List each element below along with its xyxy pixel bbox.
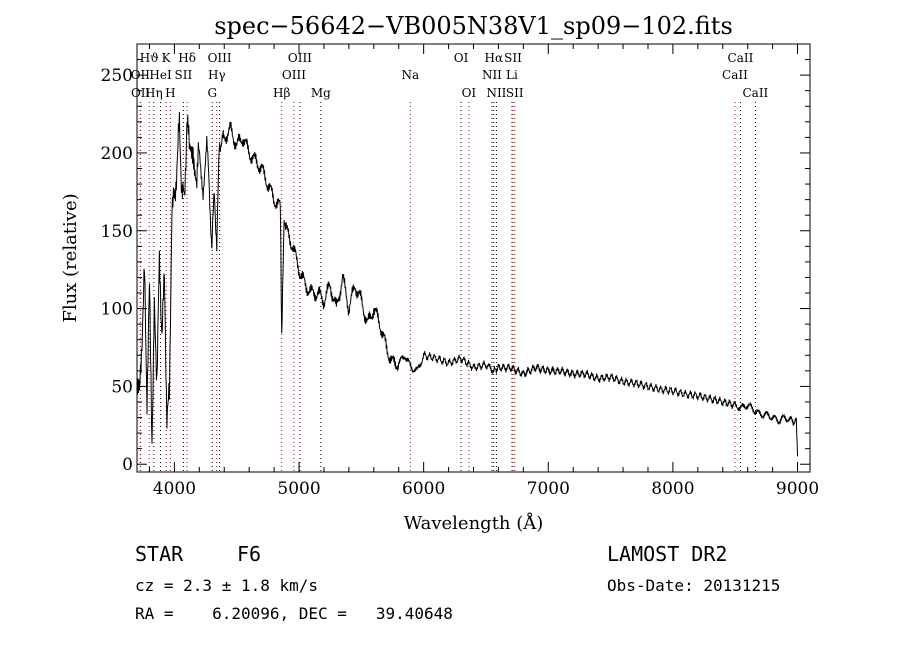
x-tick-label: 6000 [402,479,445,499]
line-label: H [165,86,175,100]
object-class: STAR [135,542,184,566]
sky-coordinates: RA = 6.20096, DEC = 39.40648 [135,604,453,623]
y-tick-label: 50 [111,377,133,397]
x-axis-label: Wavelength (Å) [404,512,544,534]
y-tick-label: 100 [101,300,133,320]
line-label: NII [486,86,506,100]
line-label: OIII [282,68,306,82]
x-tick-label: 5000 [277,479,320,499]
x-tick-label: 9000 [776,479,819,499]
observation-date: Obs-Date: 20131215 [607,576,781,595]
y-tick-label: 150 [101,222,133,242]
line-label: Na [401,68,419,82]
line-label: OII [131,86,151,100]
line-label: Hα [485,51,504,65]
x-tick-label: 4000 [153,479,196,499]
line-label: HeI [149,68,172,82]
line-label: K [162,51,172,65]
line-label: Hϑ [140,51,159,65]
plot-frame [136,43,811,473]
line-label: Mg [311,86,331,100]
y-tick-label: 200 [101,144,133,164]
line-label: OIII [288,51,312,65]
line-label: OI [462,86,477,100]
line-label: OIII [208,51,232,65]
redshift-velocity: cz = 2.3 ± 1.8 km/s [135,576,319,595]
line-label: Hγ [208,68,226,82]
line-label: SII [175,68,193,82]
x-tick-label: 7000 [527,479,570,499]
line-label: NII [482,68,502,82]
y-tick-label: 250 [101,66,133,86]
y-axis-label: Flux (relative) [60,193,81,322]
survey-name: LAMOST DR2 [607,542,728,566]
line-label: Hη [145,86,163,100]
chart-title: spec−56642−VB005N38V1_sp09−102.fits [214,12,733,40]
x-tick-label: 8000 [651,479,694,499]
line-label: CaII [722,68,748,82]
line-label: CaII [742,86,768,100]
spectrum-line [136,111,798,457]
line-label: G [207,86,217,100]
line-label: SII [504,51,522,65]
line-label: Hδ [178,51,196,65]
line-label: OI [454,51,469,65]
line-label: Li [506,68,518,82]
line-label: SII [506,86,524,100]
line-label: Hβ [273,86,290,100]
y-tick-label: 0 [122,455,133,475]
object-subclass: F6 [237,542,262,566]
line-label: CaII [728,51,754,65]
